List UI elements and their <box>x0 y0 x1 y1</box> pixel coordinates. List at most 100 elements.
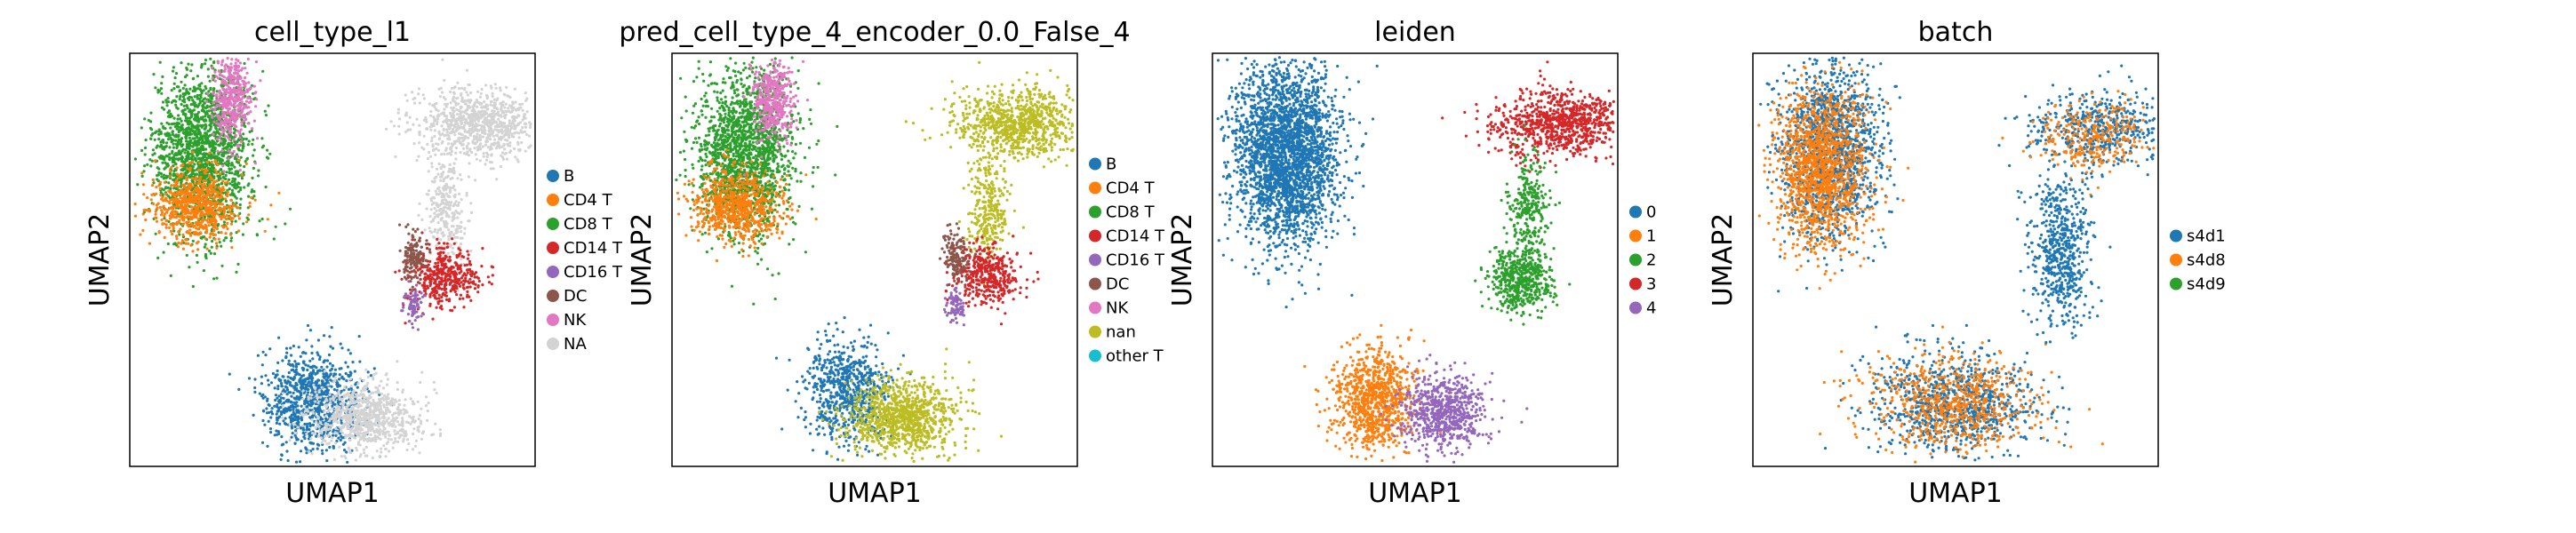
data-point <box>358 438 362 442</box>
data-point <box>306 368 309 372</box>
data-point <box>210 155 213 158</box>
data-point <box>239 68 243 72</box>
data-point <box>343 454 347 458</box>
data-point <box>175 106 179 109</box>
data-point <box>276 385 280 388</box>
data-point <box>222 211 226 214</box>
data-point <box>275 429 278 433</box>
data-point <box>355 393 358 396</box>
data-point <box>312 369 316 372</box>
data-point <box>512 135 516 139</box>
data-point <box>382 444 386 448</box>
data-point <box>242 91 246 96</box>
data-point <box>243 164 246 169</box>
data-point <box>197 102 201 107</box>
data-point <box>203 158 206 163</box>
data-point <box>352 418 356 421</box>
data-point <box>380 379 383 383</box>
data-point <box>165 121 169 124</box>
data-point <box>369 424 372 427</box>
data-point <box>323 382 326 386</box>
data-point <box>230 188 235 192</box>
data-point <box>299 377 302 380</box>
data-point <box>174 99 178 103</box>
data-point <box>141 183 145 187</box>
data-point <box>229 218 233 221</box>
data-point <box>162 204 165 208</box>
data-point <box>387 396 390 401</box>
data-point <box>397 117 402 121</box>
data-point <box>238 203 242 207</box>
data-point <box>242 132 245 136</box>
data-point <box>209 122 212 125</box>
data-point <box>260 382 263 386</box>
data-point <box>167 195 171 198</box>
data-point <box>351 398 355 402</box>
data-point <box>193 232 196 236</box>
data-point <box>223 65 227 68</box>
data-point <box>338 395 341 399</box>
data-point <box>260 137 264 140</box>
data-point <box>224 177 228 181</box>
data-point <box>143 209 147 212</box>
data-point <box>225 217 228 220</box>
data-point <box>143 153 147 156</box>
data-point <box>290 414 293 418</box>
data-point <box>280 435 284 439</box>
data-point <box>170 165 173 170</box>
data-point <box>181 196 185 200</box>
data-point <box>213 201 217 204</box>
data-point <box>296 397 300 401</box>
data-point <box>155 146 158 149</box>
data-point <box>164 226 168 229</box>
data-point <box>369 409 372 412</box>
data-point <box>340 376 344 379</box>
data-point <box>210 166 213 170</box>
data-point <box>172 178 175 181</box>
data-point <box>496 97 500 100</box>
data-point <box>480 87 484 91</box>
data-point <box>356 398 360 402</box>
data-point <box>321 452 324 456</box>
data-point <box>244 94 247 98</box>
data-point <box>367 390 371 394</box>
data-point <box>356 434 360 437</box>
data-point <box>140 126 143 130</box>
data-point <box>155 186 158 189</box>
data-point <box>529 125 532 130</box>
data-point <box>374 386 378 389</box>
data-point <box>177 152 180 155</box>
data-point <box>216 99 220 103</box>
data-point <box>324 417 328 420</box>
data-point <box>307 410 310 413</box>
data-point <box>270 412 275 416</box>
data-point <box>202 227 205 230</box>
data-point <box>297 415 300 418</box>
data-point <box>212 100 215 105</box>
data-point <box>374 423 378 426</box>
data-point <box>245 156 250 160</box>
data-point <box>435 391 438 395</box>
data-point <box>379 404 382 408</box>
data-point <box>292 396 296 400</box>
data-point <box>141 228 145 232</box>
data-point <box>231 123 235 126</box>
data-point <box>205 156 209 160</box>
data-point <box>268 152 272 155</box>
data-point <box>378 410 381 414</box>
data-point <box>175 95 179 99</box>
data-point <box>328 427 332 431</box>
data-point <box>347 446 350 449</box>
data-point <box>356 409 360 412</box>
data-point <box>263 109 267 113</box>
data-point <box>171 201 174 204</box>
data-point <box>212 60 216 64</box>
data-point <box>364 445 368 449</box>
data-point <box>252 195 256 198</box>
data-point <box>244 67 247 70</box>
data-point <box>364 407 367 410</box>
data-point <box>220 264 224 267</box>
data-point <box>198 149 203 153</box>
data-point <box>199 115 203 120</box>
data-point <box>181 218 185 222</box>
